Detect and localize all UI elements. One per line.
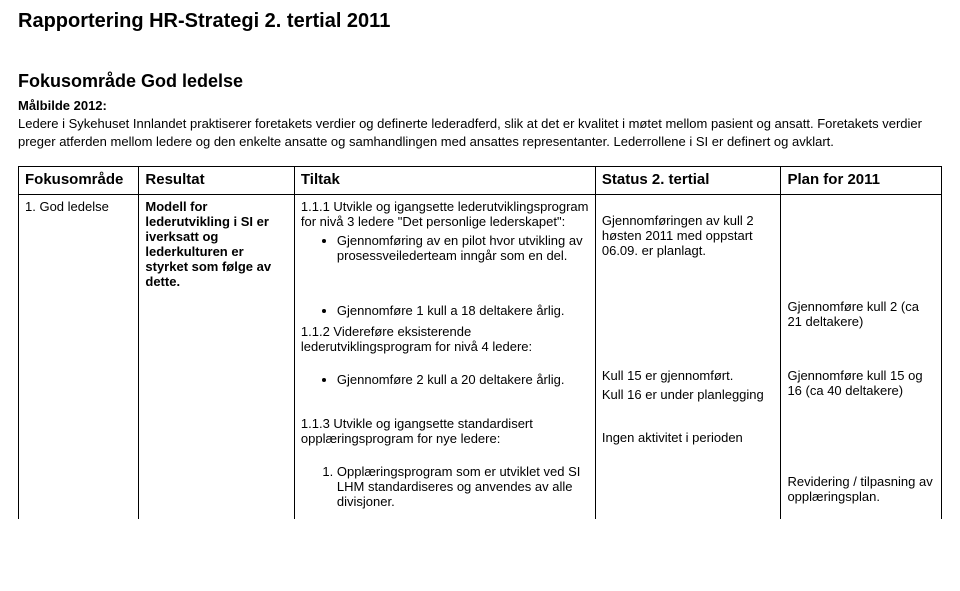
table-row: Gjennomføre 2 kull a 20 deltakere årlig.… xyxy=(19,364,942,412)
th-plan: Plan for 2011 xyxy=(781,167,942,195)
status-text: Ingen aktivitet i perioden xyxy=(602,430,743,445)
bullet-list: Gjennomføre 2 kull a 20 deltakere årlig. xyxy=(301,372,589,387)
cell-resultat xyxy=(139,295,295,364)
th-status: Status 2. tertial xyxy=(595,167,781,195)
th-tiltak: Tiltak xyxy=(294,167,595,195)
th-resultat: Resultat xyxy=(139,167,295,195)
page-title: Rapportering HR-Strategi 2. tertial 2011 xyxy=(18,10,942,33)
cell-resultat xyxy=(139,456,295,519)
intro-text: Ledere i Sykehuset Innlandet praktiserer… xyxy=(18,115,942,150)
cell-tiltak: 1.1.3 Utvikle og igangsette standardiser… xyxy=(294,412,595,456)
table-row: 1. God ledelse Modell for lederutvikling… xyxy=(19,195,942,296)
bullet-list: Gjennomføring av en pilot hvor utvikling… xyxy=(301,233,589,263)
bullet-item: Gjennomføre 2 kull a 20 deltakere årlig. xyxy=(337,372,589,387)
cell-plan: Gjennomføre kull 15 og 16 (ca 40 deltake… xyxy=(781,364,942,412)
bullet-item: Gjennomføring av en pilot hvor utvikling… xyxy=(337,233,589,263)
th-fokus: Fokusområde xyxy=(19,167,139,195)
cell-plan: Gjennomføre kull 2 (ca 21 deltakere) xyxy=(781,295,942,364)
cell-resultat xyxy=(139,364,295,412)
status-text: Gjennomføringen av kull 2 høsten 2011 me… xyxy=(602,213,754,258)
cell-fokus xyxy=(19,364,139,412)
numbered-list: Opplæringsprogram som er utviklet ved SI… xyxy=(301,464,589,509)
cell-status: Kull 15 er gjennomført. Kull 16 er under… xyxy=(595,364,781,412)
cell-plan xyxy=(781,195,942,296)
status-text: Kull 16 er under planlegging xyxy=(602,387,775,402)
cell-tiltak: Gjennomføre 2 kull a 20 deltakere årlig. xyxy=(294,364,595,412)
cell-fokus: 1. God ledelse xyxy=(19,195,139,296)
cell-status xyxy=(595,295,781,364)
maalbilde-label: Målbilde 2012: xyxy=(18,98,942,113)
cell-status: Gjennomføringen av kull 2 høsten 2011 me… xyxy=(595,195,781,296)
tiltak-heading: 1.1.1 Utvikle og igangsette lederutvikli… xyxy=(301,199,589,229)
cell-resultat xyxy=(139,412,295,456)
bullet-list: Gjennomføre 1 kull a 18 deltakere årlig. xyxy=(301,303,589,318)
cell-plan: Revidering / tilpasning av opplæringspla… xyxy=(781,456,942,519)
page-root: Rapportering HR-Strategi 2. tertial 2011… xyxy=(0,0,960,539)
cell-status: Ingen aktivitet i perioden xyxy=(595,412,781,456)
cell-resultat: Modell for lederutvikling i SI er iverks… xyxy=(139,195,295,296)
cell-plan xyxy=(781,412,942,456)
cell-tiltak: Opplæringsprogram som er utviklet ved SI… xyxy=(294,456,595,519)
cell-status xyxy=(595,456,781,519)
plan-text: Revidering / tilpasning av opplæringspla… xyxy=(787,474,932,504)
table-header-row: Fokusområde Resultat Tiltak Status 2. te… xyxy=(19,167,942,195)
cell-fokus xyxy=(19,412,139,456)
section-title: Fokusområde God ledelse xyxy=(18,71,942,92)
status-text: Kull 15 er gjennomført. xyxy=(602,368,775,383)
numbered-item: Opplæringsprogram som er utviklet ved SI… xyxy=(337,464,589,509)
tiltak-heading: 1.1.2 Videreføre eksisterende lederutvik… xyxy=(301,324,589,354)
table-row: 1.1.3 Utvikle og igangsette standardiser… xyxy=(19,412,942,456)
cell-fokus xyxy=(19,295,139,364)
cell-tiltak: Gjennomføre 1 kull a 18 deltakere årlig.… xyxy=(294,295,595,364)
tiltak-heading: 1.1.3 Utvikle og igangsette standardiser… xyxy=(301,416,589,446)
bullet-item: Gjennomføre 1 kull a 18 deltakere årlig. xyxy=(337,303,589,318)
cell-fokus xyxy=(19,456,139,519)
table-row: Opplæringsprogram som er utviklet ved SI… xyxy=(19,456,942,519)
cell-tiltak: 1.1.1 Utvikle og igangsette lederutvikli… xyxy=(294,195,595,296)
report-table: Fokusområde Resultat Tiltak Status 2. te… xyxy=(18,166,942,519)
table-row: Gjennomføre 1 kull a 18 deltakere årlig.… xyxy=(19,295,942,364)
